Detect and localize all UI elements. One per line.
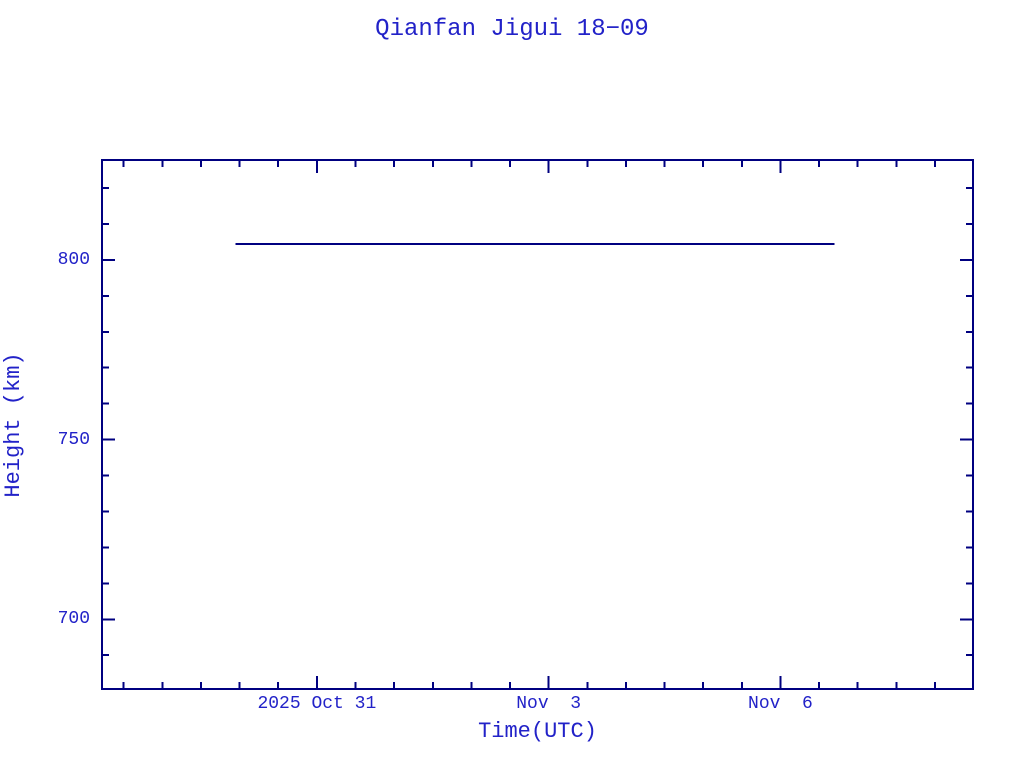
- x-tick-label: Nov 3: [516, 694, 582, 714]
- y-tick-label: 700: [57, 609, 90, 630]
- y-axis-title: Height (km): [1, 352, 26, 498]
- y-tick-label: 800: [57, 249, 90, 270]
- x-tick-label: 2025 Oct 31: [257, 694, 377, 714]
- x-tick-label: Nov 6: [748, 694, 813, 714]
- y-tick-label: 750: [57, 429, 90, 450]
- chart-title: Qianfan Jigui 18−09: [375, 16, 649, 43]
- x-axis-title: Time(UTC): [478, 719, 597, 744]
- plot-border: [101, 159, 974, 690]
